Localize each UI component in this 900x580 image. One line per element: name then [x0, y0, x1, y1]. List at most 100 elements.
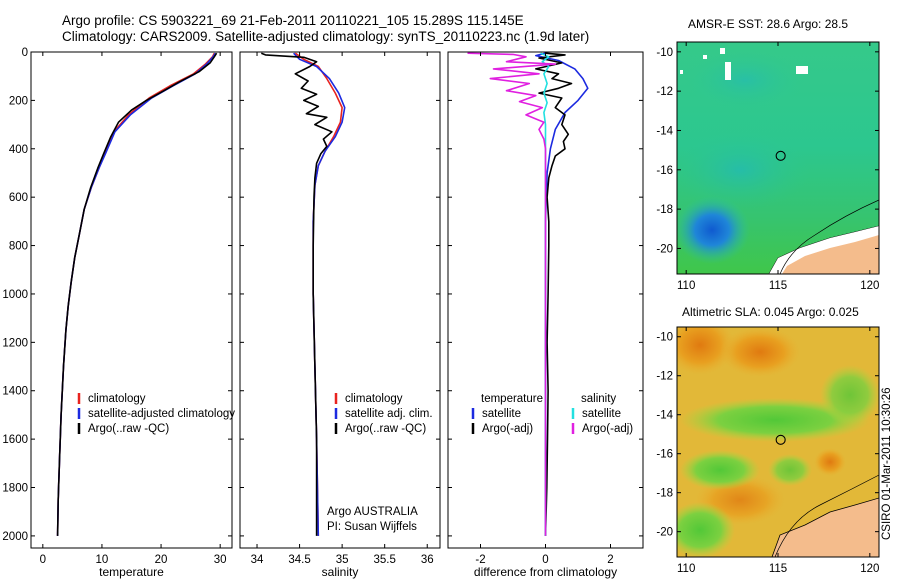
legend-entry: Argo(..raw -QC): [345, 423, 426, 435]
sla-low-band: [680, 450, 760, 490]
sla-map-title: Altimetric SLA: 0.045 Argo: 0.025: [682, 305, 859, 319]
x-tick-label: 0: [40, 554, 46, 566]
map-y-tick-label: -14: [656, 125, 673, 137]
profile-panels: 0 10 20 30temperature0200400600800100012001…: [2, 47, 644, 579]
y-tick-label: 1000: [2, 289, 28, 301]
series-line-argo-raw-qc-: [260, 52, 333, 536]
sst-cool-anomaly-patch: [677, 196, 750, 264]
map-x-tick-label: 120: [860, 280, 879, 292]
sst-shelf-contour: [779, 199, 879, 274]
legend-entry: Argo(-adj): [482, 423, 533, 435]
y-tick-label: 1200: [2, 337, 28, 349]
x-tick-label: 35: [336, 554, 349, 566]
x-tick-label: 36: [421, 554, 434, 566]
sst-missing-data-pixel: [725, 62, 731, 80]
y-tick-label: 1600: [2, 434, 28, 446]
y-tick-label: 400: [9, 144, 28, 156]
y-tick-label: 200: [9, 95, 28, 107]
argo-float-marker: [775, 434, 786, 445]
map-y-tick-label: -20: [656, 527, 673, 539]
profile-panel-2: 34 34.5 35 35.5 36 salinity climatology satelli…: [239, 51, 441, 579]
profile-panel-1: 0 10 20 30 temperature 0 200 400 600 800 1000 1200 1…: [2, 47, 235, 579]
map-x-tick-label: 115: [769, 280, 787, 292]
x-tick-label: 2: [607, 554, 613, 566]
argo-float-marker: [775, 150, 786, 161]
legend-entry: satellite-adjusted climatology: [88, 408, 235, 420]
sst-map: [677, 42, 879, 274]
x-tick-label: 30: [214, 554, 227, 566]
y-tick-label: 600: [9, 192, 28, 204]
map-x-tick-label: 110: [677, 563, 695, 575]
axes-frame: [30, 51, 233, 549]
legend-entry: Argo(..raw -QC): [88, 423, 169, 435]
map-y-tick-label: -10: [656, 47, 673, 59]
sla-low-band: [768, 454, 812, 486]
annotation-text: PI: Susan Wijffels: [327, 521, 417, 533]
map-y-tick-label: -14: [656, 410, 673, 422]
x-tick-label: 20: [155, 554, 168, 566]
legend-entry: satellite adj. clim.: [345, 408, 433, 420]
y-tick-label: 0: [22, 47, 28, 59]
sst-map-title: AMSR-E SST: 28.6 Argo: 28.5: [688, 17, 849, 31]
legend-entry: climatology: [345, 393, 403, 405]
x-tick-label: 0: [542, 554, 548, 566]
sst-missing-data-pixel: [680, 70, 683, 74]
sst-cyan-patch: [685, 50, 805, 110]
legend-entry: satellite: [582, 408, 621, 420]
sla-low-band: [677, 502, 735, 557]
map-y-tick-label: -20: [656, 243, 673, 255]
figure-title-line-1: Argo profile: CS 5903221_69 21-Feb-2011 …: [62, 13, 524, 28]
x-tick-label: 35.5: [373, 554, 395, 566]
series-line-satellite-adjusted-climatology: [56, 52, 217, 536]
x-tick-label: -2: [475, 554, 485, 566]
sst-cyan-patch: [677, 130, 810, 210]
legend-entry: Argo(-adj): [582, 423, 633, 435]
map-y-tick-label: -12: [656, 371, 673, 383]
annotation-text: Argo AUSTRALIA: [327, 506, 418, 518]
x-tick-label: 10: [96, 554, 109, 566]
sst-no-data-coastal-strip: [769, 226, 879, 274]
legend-group-title: temperature: [481, 393, 543, 405]
sla-map: [677, 327, 879, 557]
y-tick-label: 1400: [2, 386, 28, 398]
sla-high-patch: [814, 448, 846, 476]
map-axes-2: 110 115 120 -10 -12 -14 -16 -18 -20: [656, 326, 880, 575]
sst-missing-data-pixel: [720, 48, 725, 54]
series-line-argo-adj-: [535, 52, 573, 536]
sla-low-band: [680, 398, 870, 442]
sla-high-patch: [677, 327, 735, 375]
map-axes-1: 110 115 120 -10 -12 -14 -16 -18 -20: [656, 41, 880, 292]
x-tick-label: 34: [251, 554, 264, 566]
figure-title-line-2: Climatology: CARS2009. Satellite-adjuste…: [62, 29, 590, 44]
y-tick-label: 1800: [2, 483, 28, 495]
series-line-climatology: [56, 52, 216, 536]
sla-shelf-contour: [774, 474, 879, 557]
y-tick-label: 800: [9, 241, 28, 253]
sla-low-band: [820, 365, 879, 425]
legend-entry: satellite: [482, 408, 521, 420]
x-axis-label: salinity: [322, 565, 359, 579]
series-line-argo-raw-qc-: [56, 52, 218, 536]
map-axes: 110 115 120 -10 -12 -14 -16 -18 -20 110 115 120 -10 -…: [656, 41, 880, 575]
sst-missing-data-pixel: [796, 66, 808, 74]
map-y-tick-label: -10: [656, 332, 673, 344]
y-tick-label: 2000: [2, 531, 28, 543]
map-y-tick-label: -12: [656, 86, 673, 98]
map-y-tick-label: -16: [656, 165, 673, 177]
axes-frame: [239, 51, 441, 549]
map-y-tick-label: -16: [656, 449, 673, 461]
legend-entry: climatology: [88, 393, 146, 405]
x-tick-label: 34.5: [288, 554, 310, 566]
map-y-tick-label: -18: [656, 204, 673, 216]
legend-group-title: salinity: [581, 393, 616, 405]
sst-missing-data-pixel: [703, 55, 707, 59]
sla-high-patch: [720, 327, 800, 377]
map-x-tick-label: 115: [769, 563, 787, 575]
x-axis-label: difference from climatology: [474, 565, 617, 579]
series-line-argo-adj-: [467, 52, 557, 536]
sla-coastline-land: [771, 497, 879, 557]
x-axis-label: temperature: [99, 565, 164, 579]
map-x-tick-label: 110: [677, 280, 695, 292]
